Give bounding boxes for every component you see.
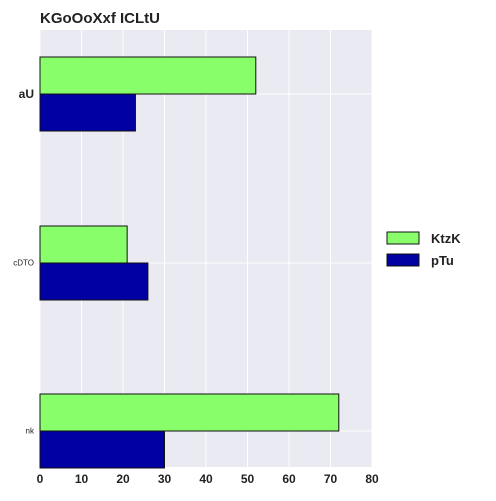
bar-ktzk-nk bbox=[39, 393, 340, 432]
x-axis-ticks: 0 10 20 30 40 50 60 70 80 bbox=[37, 472, 379, 486]
x-tick-label: 80 bbox=[365, 472, 379, 486]
legend-label-ktzk: KtzK bbox=[431, 231, 461, 246]
y-tick-label: cDTO bbox=[13, 259, 34, 268]
bars bbox=[39, 56, 340, 469]
legend-swatch-ptu bbox=[386, 253, 420, 267]
x-tick-label: 60 bbox=[282, 472, 296, 486]
legend: KtzK pTu bbox=[386, 231, 461, 268]
bar-ptu-nk bbox=[39, 430, 165, 469]
x-tick-label: 50 bbox=[241, 472, 255, 486]
x-tick-label: 70 bbox=[324, 472, 338, 486]
legend-label-ptu: pTu bbox=[431, 253, 454, 268]
x-tick-label: 10 bbox=[75, 472, 89, 486]
y-axis-ticks: aU cDTO nk bbox=[13, 87, 35, 436]
x-tick-label: 40 bbox=[199, 472, 213, 486]
bar-ptu-cdto bbox=[39, 262, 149, 301]
x-tick-label: 0 bbox=[37, 472, 44, 486]
chart-title: KGoOoXxf ICLtU bbox=[40, 10, 160, 27]
bar-ktzk-cdto bbox=[39, 225, 128, 264]
x-tick-label: 30 bbox=[158, 472, 172, 486]
bar-ktzk-au bbox=[39, 56, 257, 95]
y-tick-label: nk bbox=[26, 427, 35, 436]
x-tick-label: 20 bbox=[116, 472, 130, 486]
legend-swatch-ktzk bbox=[386, 231, 420, 245]
y-tick-label: aU bbox=[19, 87, 34, 101]
bar-ptu-au bbox=[39, 93, 136, 132]
